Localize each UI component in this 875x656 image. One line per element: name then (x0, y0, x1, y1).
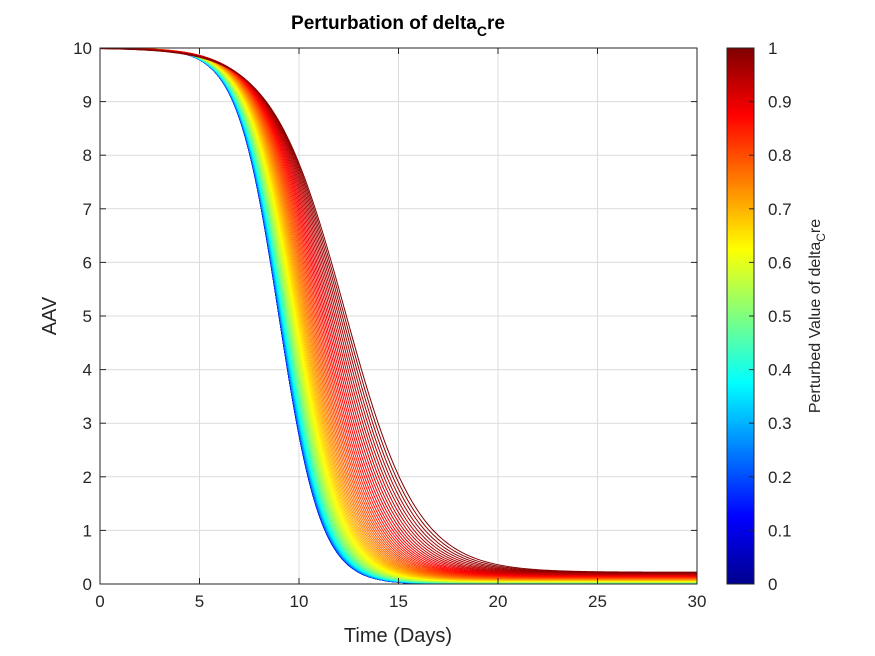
y-tick-label: 4 (83, 361, 92, 380)
y-tick-label: 0 (83, 575, 92, 594)
colorbar-tick-label: 0.6 (768, 253, 792, 272)
y-tick-label: 6 (83, 253, 92, 272)
colorbar-label: Perturbed Value of deltaCre (807, 219, 828, 413)
colorbar-tick-label: 1 (768, 39, 777, 58)
x-tick-label: 0 (95, 592, 104, 611)
perturbation-curve (100, 48, 697, 573)
colorbar-tick-label: 0.3 (768, 414, 792, 433)
y-axis-ticks: 0 1 2 3 4 5 6 7 8 9 10 (73, 39, 697, 594)
colorbar-tick-label: 0.8 (768, 146, 792, 165)
y-tick-label: 2 (83, 468, 92, 487)
x-tick-label: 25 (588, 592, 607, 611)
y-axis-label: AAV (39, 296, 61, 335)
colorbar-tick-label: 0.2 (768, 468, 792, 487)
chart-title: Perturbation of deltaCre (291, 13, 505, 39)
x-tick-label: 10 (290, 592, 309, 611)
x-tick-label: 20 (489, 592, 508, 611)
y-tick-label: 1 (83, 521, 92, 540)
colorbar-tick-label: 0.4 (768, 361, 792, 380)
y-tick-label: 3 (83, 414, 92, 433)
colorbar-ticks: 0 0.1 0.2 0.3 0.4 0.5 0.6 0.7 0.8 0.9 1 (749, 39, 792, 594)
colorbar-tick-label: 0.1 (768, 521, 792, 540)
colorbar-tick-label: 0.7 (768, 200, 792, 219)
x-axis-label: Time (Days) (344, 625, 452, 647)
colorbar-tick-label: 0.9 (768, 93, 792, 112)
y-tick-label: 7 (83, 200, 92, 219)
x-tick-label: 30 (688, 592, 707, 611)
y-tick-label: 9 (83, 93, 92, 112)
y-tick-label: 8 (83, 146, 92, 165)
y-tick-label: 10 (73, 39, 92, 58)
x-tick-label: 15 (389, 592, 408, 611)
colorbar-tick-label: 0 (768, 575, 777, 594)
x-tick-label: 5 (195, 592, 204, 611)
colorbar-tick-label: 0.5 (768, 307, 792, 326)
x-axis-ticks: 0 5 10 15 20 25 30 (95, 48, 706, 611)
y-tick-label: 5 (83, 307, 92, 326)
